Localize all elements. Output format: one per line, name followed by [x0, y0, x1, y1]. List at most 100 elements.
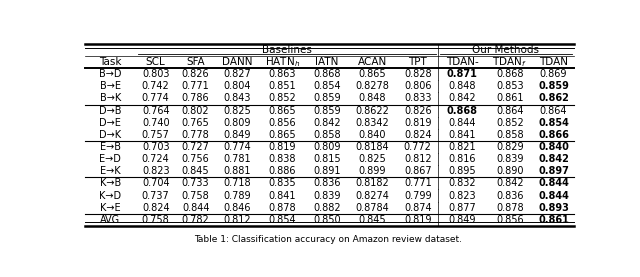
Text: 0.871: 0.871	[447, 69, 477, 79]
Text: E→B: E→B	[100, 142, 121, 152]
Text: K→B: K→B	[100, 178, 121, 188]
Text: 0.868: 0.868	[313, 69, 340, 79]
Text: 0.8278: 0.8278	[355, 81, 389, 91]
Text: 0.865: 0.865	[358, 69, 386, 79]
Text: D→E: D→E	[99, 118, 121, 128]
Text: 0.742: 0.742	[142, 81, 170, 91]
Text: TDAN: TDAN	[539, 57, 568, 67]
Text: 0.840: 0.840	[358, 130, 386, 140]
Text: 0.877: 0.877	[448, 203, 476, 213]
Text: 0.878: 0.878	[496, 203, 524, 213]
Text: 0.842: 0.842	[538, 154, 569, 164]
Text: 0.8184: 0.8184	[356, 142, 389, 152]
Text: 0.8622: 0.8622	[355, 106, 389, 116]
Text: 0.799: 0.799	[404, 191, 431, 201]
Text: 0.786: 0.786	[182, 93, 209, 104]
Text: 0.840: 0.840	[538, 142, 569, 152]
Text: TDAN$_f$: TDAN$_f$	[492, 55, 527, 69]
Text: 0.764: 0.764	[142, 106, 170, 116]
Text: 0.781: 0.781	[223, 154, 251, 164]
Text: 0.809: 0.809	[223, 118, 251, 128]
Text: SCL: SCL	[146, 57, 166, 67]
Text: TDAN-: TDAN-	[446, 57, 479, 67]
Text: 0.827: 0.827	[223, 69, 251, 79]
Text: 0.771: 0.771	[404, 178, 431, 188]
Text: 0.861: 0.861	[538, 215, 569, 225]
Text: 0.825: 0.825	[223, 106, 251, 116]
Text: 0.825: 0.825	[358, 154, 387, 164]
Text: 0.893: 0.893	[538, 203, 569, 213]
Text: B→E: B→E	[100, 81, 121, 91]
Text: 0.812: 0.812	[404, 154, 431, 164]
Text: 0.845: 0.845	[182, 166, 209, 176]
Text: 0.815: 0.815	[313, 154, 341, 164]
Text: SFA: SFA	[186, 57, 205, 67]
Text: 0.758: 0.758	[182, 191, 209, 201]
Text: 0.854: 0.854	[269, 215, 296, 225]
Text: 0.740: 0.740	[142, 118, 170, 128]
Text: 0.899: 0.899	[358, 166, 386, 176]
Text: 0.859: 0.859	[313, 106, 341, 116]
Text: 0.724: 0.724	[142, 154, 170, 164]
Text: 0.772: 0.772	[404, 142, 432, 152]
Text: 0.863: 0.863	[269, 69, 296, 79]
Text: 0.8784: 0.8784	[355, 203, 389, 213]
Text: 0.868: 0.868	[447, 106, 477, 116]
Text: E→K: E→K	[100, 166, 121, 176]
Text: D→K: D→K	[99, 130, 122, 140]
Text: 0.823: 0.823	[449, 191, 476, 201]
Text: 0.845: 0.845	[358, 215, 386, 225]
Text: D→B: D→B	[99, 106, 122, 116]
Text: 0.843: 0.843	[223, 93, 251, 104]
Text: K→E: K→E	[100, 203, 121, 213]
Text: 0.828: 0.828	[404, 69, 431, 79]
Text: 0.878: 0.878	[269, 203, 296, 213]
Text: 0.737: 0.737	[142, 191, 170, 201]
Text: 0.858: 0.858	[496, 130, 524, 140]
Text: 0.765: 0.765	[182, 118, 209, 128]
Text: ACAN: ACAN	[358, 57, 387, 67]
Text: 0.848: 0.848	[358, 93, 386, 104]
Text: 0.836: 0.836	[313, 178, 340, 188]
Text: 0.816: 0.816	[449, 154, 476, 164]
Text: 0.849: 0.849	[449, 215, 476, 225]
Text: 0.836: 0.836	[496, 191, 524, 201]
Text: 0.844: 0.844	[538, 178, 569, 188]
Text: 0.854: 0.854	[538, 118, 569, 128]
Text: 0.757: 0.757	[142, 130, 170, 140]
Text: 0.829: 0.829	[496, 142, 524, 152]
Text: 0.8274: 0.8274	[355, 191, 389, 201]
Text: 0.859: 0.859	[313, 93, 341, 104]
Text: Baselines: Baselines	[262, 45, 312, 55]
Text: Our Methods: Our Methods	[472, 45, 540, 55]
Text: 0.802: 0.802	[182, 106, 209, 116]
Text: 0.848: 0.848	[449, 81, 476, 91]
Text: 0.859: 0.859	[538, 81, 569, 91]
Text: 0.886: 0.886	[269, 166, 296, 176]
Text: 0.866: 0.866	[538, 130, 569, 140]
Text: 0.789: 0.789	[223, 191, 251, 201]
Text: 0.841: 0.841	[269, 191, 296, 201]
Text: 0.718: 0.718	[223, 178, 251, 188]
Text: 0.856: 0.856	[269, 118, 296, 128]
Text: 0.874: 0.874	[404, 203, 431, 213]
Text: Task: Task	[99, 57, 122, 67]
Text: 0.895: 0.895	[449, 166, 476, 176]
Text: 0.854: 0.854	[313, 81, 341, 91]
Text: 0.824: 0.824	[404, 130, 431, 140]
Text: 0.842: 0.842	[496, 178, 524, 188]
Text: 0.852: 0.852	[269, 93, 296, 104]
Text: 0.842: 0.842	[313, 118, 341, 128]
Text: 0.782: 0.782	[182, 215, 209, 225]
Text: 0.865: 0.865	[269, 130, 296, 140]
Text: 0.835: 0.835	[269, 178, 296, 188]
Text: 0.803: 0.803	[142, 69, 170, 79]
Text: 0.841: 0.841	[449, 130, 476, 140]
Text: 0.861: 0.861	[496, 93, 524, 104]
Text: 0.8182: 0.8182	[355, 178, 389, 188]
Text: 0.839: 0.839	[313, 191, 340, 201]
Text: 0.881: 0.881	[223, 166, 251, 176]
Text: 0.833: 0.833	[404, 93, 431, 104]
Text: 0.824: 0.824	[142, 203, 170, 213]
Text: 0.823: 0.823	[142, 166, 170, 176]
